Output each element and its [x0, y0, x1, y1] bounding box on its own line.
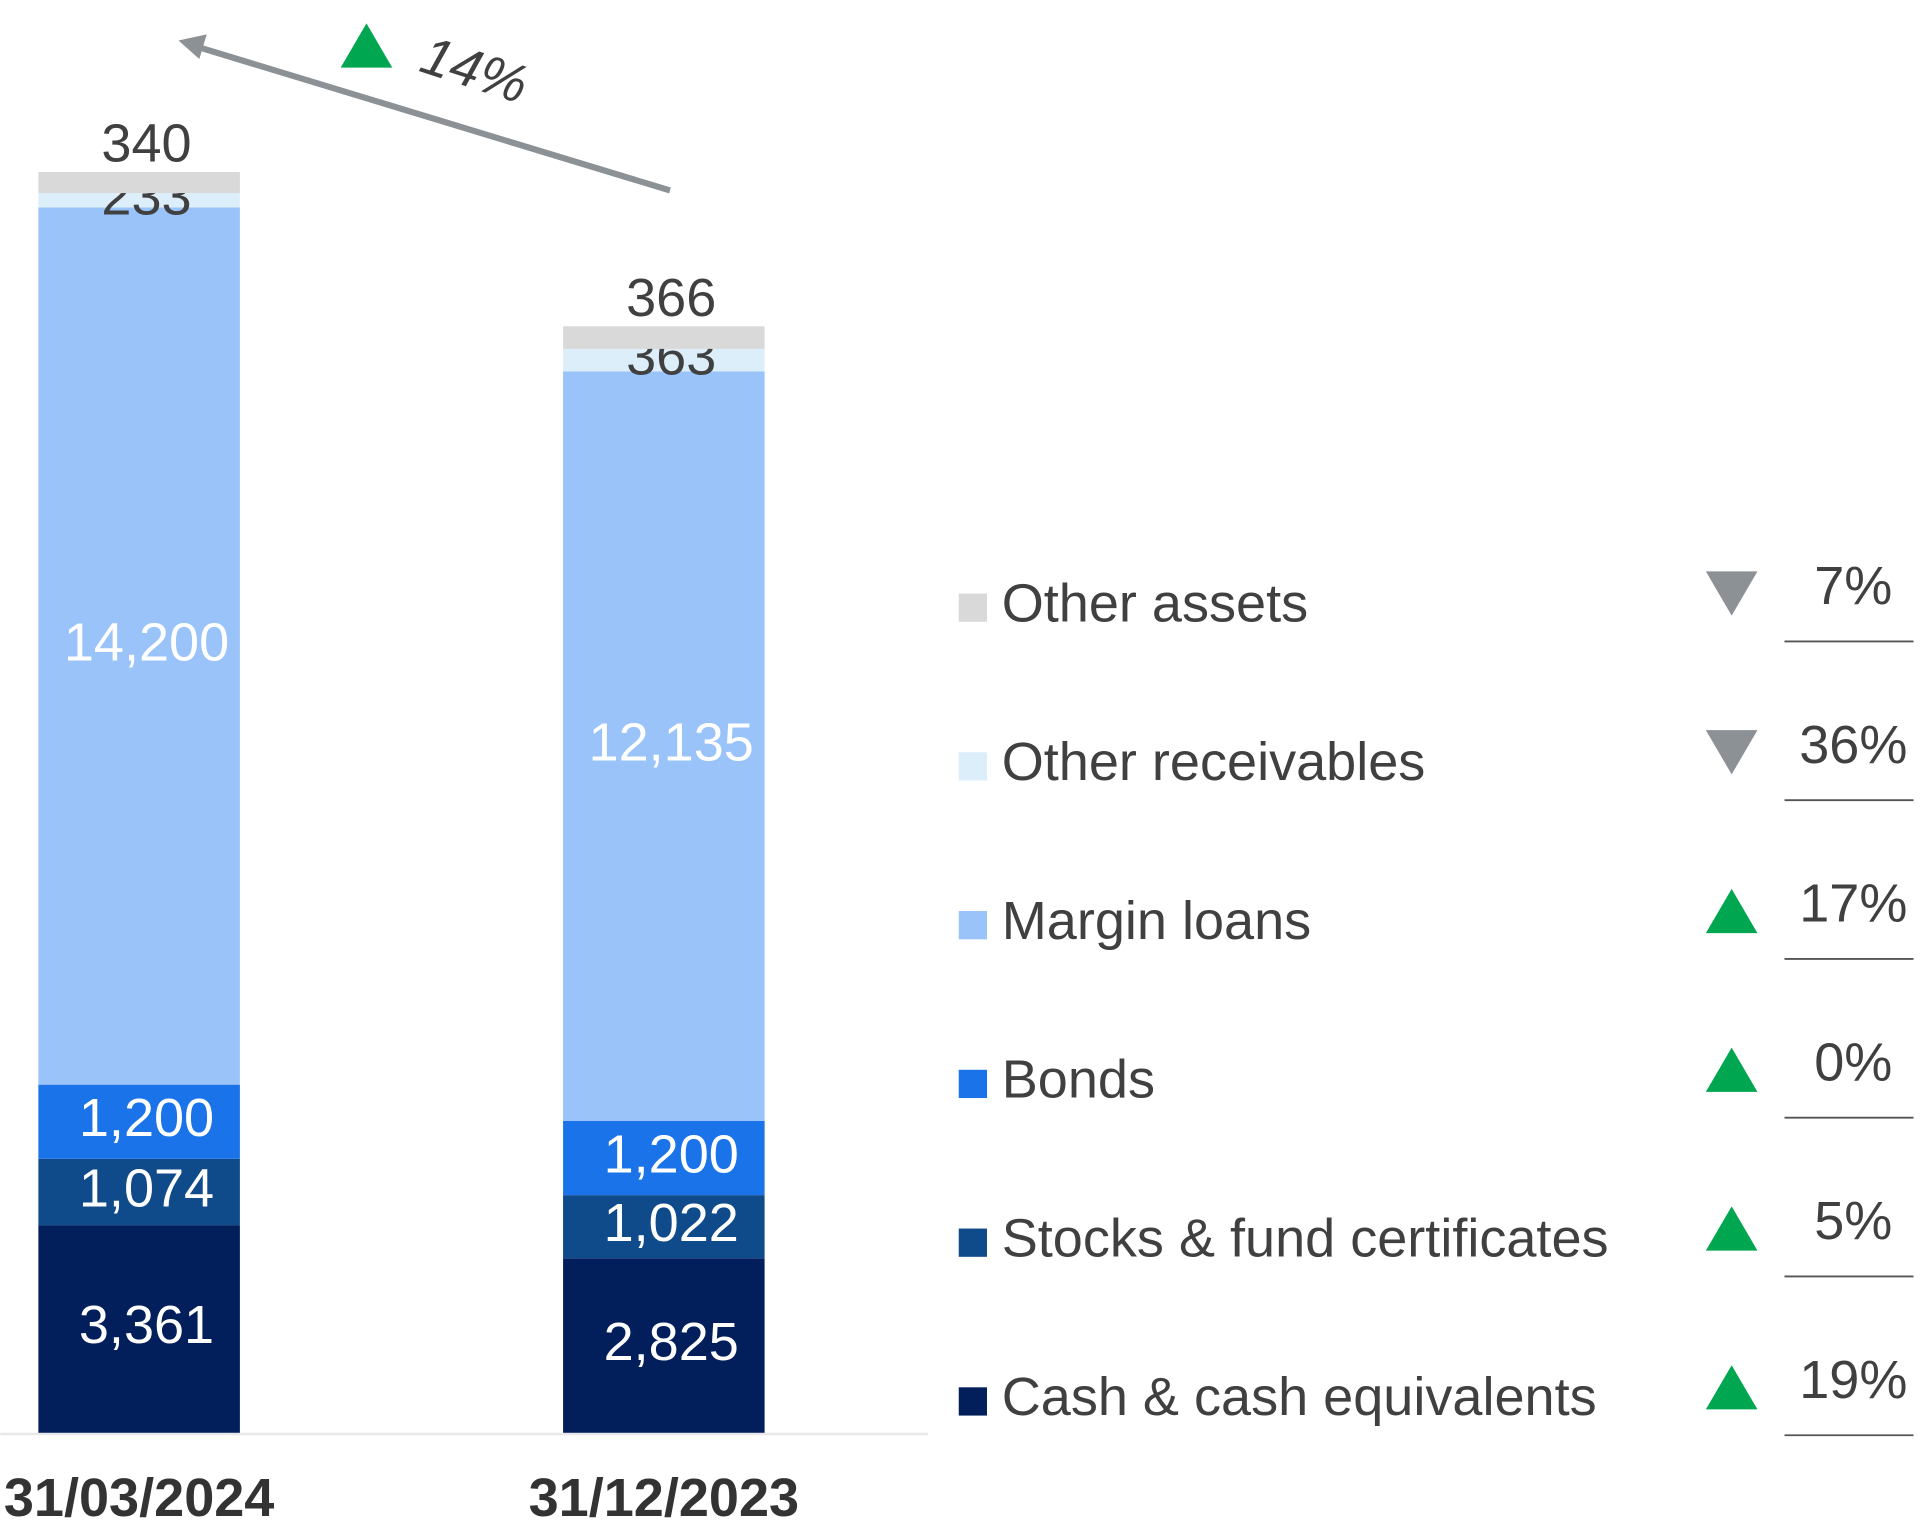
change-indicator	[1705, 730, 1758, 775]
change-label: 5%	[1814, 1191, 1892, 1251]
change-label: 17%	[1799, 874, 1907, 934]
x-tick-label: 31/12/2023	[529, 1468, 800, 1528]
bar-segment	[563, 326, 765, 349]
bar-segment	[38, 1225, 240, 1433]
value-label: 14,200	[64, 612, 229, 672]
legend-label: Other assets	[1002, 573, 1308, 633]
change-label: 7%	[1814, 556, 1892, 616]
change-indicator	[1705, 888, 1758, 934]
x-tick-label: 31/03/2024	[4, 1468, 275, 1528]
value-label: 1,200	[79, 1088, 214, 1148]
legend-label: Cash & cash equivalents	[1002, 1367, 1597, 1427]
bar-segment	[38, 207, 240, 1085]
bar-segment	[563, 1195, 765, 1259]
legend-swatch	[958, 1228, 988, 1257]
change-indicator	[1705, 1206, 1758, 1251]
trend-arrowhead	[178, 34, 207, 59]
value-label: 1,074	[79, 1158, 214, 1218]
change-label: 19%	[1799, 1350, 1907, 1410]
legend-label: Margin loans	[1002, 891, 1311, 951]
value-label: 2,825	[604, 1312, 739, 1372]
legend-label: Bonds	[1002, 1050, 1155, 1110]
bar-segment	[38, 1084, 240, 1159]
trend-indicator	[340, 23, 393, 68]
bar-segment	[38, 193, 240, 208]
legend-label: Other receivables	[1002, 732, 1426, 792]
bar-segment	[563, 1258, 765, 1433]
change-label: 0%	[1814, 1032, 1892, 1092]
bar-segment	[563, 1120, 765, 1196]
bar-segment	[563, 348, 765, 372]
value-label: 1,022	[604, 1193, 739, 1253]
change-indicator	[1705, 1047, 1758, 1092]
change-indicator	[1705, 571, 1758, 616]
value-label: 3,361	[79, 1295, 214, 1355]
value-label: 366	[626, 268, 716, 328]
value-label: 12,135	[589, 712, 754, 772]
bar-segment	[38, 172, 240, 194]
bar-segment	[38, 1158, 240, 1226]
change-indicator	[1705, 1365, 1758, 1410]
legend-swatch	[958, 911, 988, 940]
value-label: 340	[101, 114, 191, 174]
value-label: 1,200	[604, 1124, 739, 1184]
legend-swatch	[958, 1387, 988, 1416]
legend-swatch	[958, 752, 988, 781]
legend-swatch	[958, 1069, 988, 1099]
trend-label: 14%	[414, 25, 535, 115]
legend-swatch	[958, 593, 988, 622]
change-label: 36%	[1799, 715, 1907, 775]
trend-arrow	[195, 43, 671, 194]
bar-segment	[563, 371, 765, 1121]
legend-label: Stocks & fund certificates	[1002, 1208, 1609, 1268]
